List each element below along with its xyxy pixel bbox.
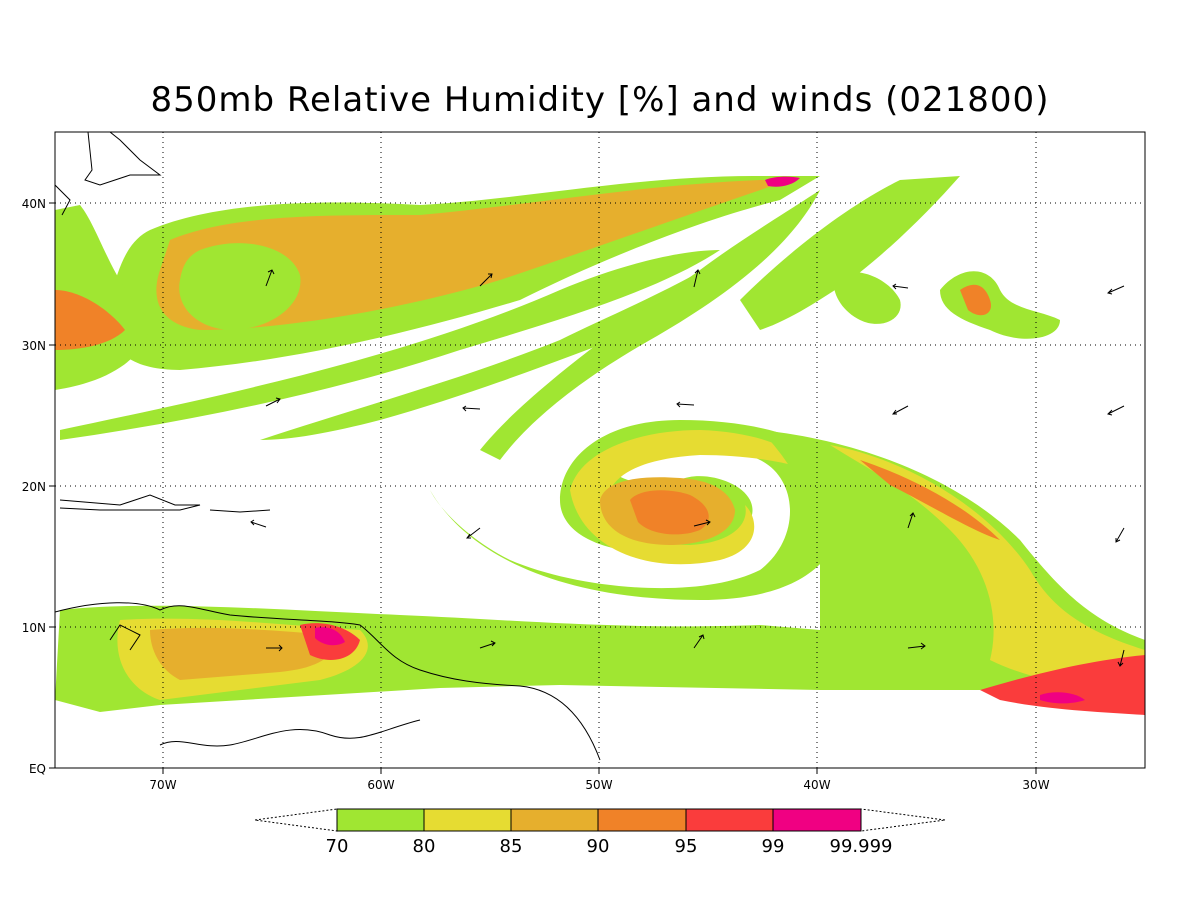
wind-arrow <box>693 269 701 288</box>
wind-arrow <box>1107 285 1125 295</box>
wind-arrow <box>479 640 496 649</box>
humidity-north-max <box>765 176 800 187</box>
humidity-band-se-orange <box>860 460 1000 540</box>
wind-arrow <box>693 519 711 527</box>
humidity-streak-east <box>740 176 960 330</box>
coastlines <box>55 132 601 761</box>
humidity-band-north-core <box>156 180 791 330</box>
lon-label: 30W <box>1022 778 1049 792</box>
wind-arrow <box>1117 649 1125 667</box>
colorbar-segment <box>685 808 774 832</box>
colorbar-label: 85 <box>500 836 523 857</box>
colorbar-right-extension <box>860 808 946 832</box>
wind-arrow <box>892 283 909 290</box>
colorbar-left-extension <box>254 808 338 832</box>
lon-label: 60W <box>367 778 394 792</box>
chart-title: 850mb Relative Humidity [%] and winds (0… <box>150 80 1050 120</box>
wind-arrow <box>265 397 281 407</box>
wind-arrow <box>479 273 493 287</box>
colorbar-label: 80 <box>413 836 436 857</box>
humidity-band-south-max <box>315 627 345 646</box>
colorbar-label: 70 <box>326 836 349 857</box>
wind-arrow <box>693 634 705 649</box>
axis-ticks <box>49 202 1037 774</box>
humidity-swirl-ring <box>179 243 301 330</box>
wind-arrow <box>466 527 481 539</box>
colorbar-segment <box>772 808 862 832</box>
gridlines <box>55 132 1145 768</box>
humidity-fields <box>55 175 1145 715</box>
wind-arrow <box>1107 405 1125 416</box>
colorbar-segment <box>336 808 425 832</box>
wind-vectors <box>250 269 1125 667</box>
colorbar-label: 90 <box>587 836 610 857</box>
humidity-west-core <box>55 290 125 350</box>
humidity-blob-north-east <box>833 271 901 324</box>
lon-label: 40W <box>803 778 830 792</box>
wind-arrow <box>266 644 283 652</box>
lat-label: 20N <box>22 480 46 494</box>
lat-label: EQ <box>29 762 46 776</box>
wind-arrow <box>676 401 695 408</box>
colorbar: 70 80 85 90 95 99 99.999 <box>254 808 946 857</box>
colorbar-label: 99.999 <box>830 836 893 857</box>
humidity-band-south-orange <box>150 627 333 680</box>
colorbar-segment <box>597 808 687 832</box>
colorbar-segment <box>510 808 599 832</box>
wind-arrow <box>1115 527 1125 543</box>
humidity-streak-3 <box>480 190 820 460</box>
humidity-cyclone-center <box>630 490 709 535</box>
lat-label: 30N <box>22 339 46 353</box>
wind-arrow <box>907 512 916 529</box>
wind-arrow <box>907 642 926 650</box>
colorbar-label: 99 <box>762 836 785 857</box>
lon-label: 70W <box>149 778 176 792</box>
colorbar-segment <box>423 808 512 832</box>
lat-label: 10N <box>22 621 46 635</box>
lon-label: 50W <box>585 778 612 792</box>
humidity-streak-1 <box>60 250 720 440</box>
wind-arrow <box>265 269 275 287</box>
humidity-se-corner <box>980 655 1145 715</box>
wind-arrow <box>462 405 481 412</box>
humidity-band-se-yellow <box>830 445 1145 700</box>
lat-label: 40N <box>22 197 46 211</box>
wind-arrow <box>892 405 909 415</box>
map-frame <box>54 131 1146 769</box>
colorbar-label: 95 <box>675 836 698 857</box>
humidity-se-corner-max <box>1040 692 1085 704</box>
wind-arrow <box>250 519 267 528</box>
humidity-blob-ne-core <box>960 284 991 316</box>
